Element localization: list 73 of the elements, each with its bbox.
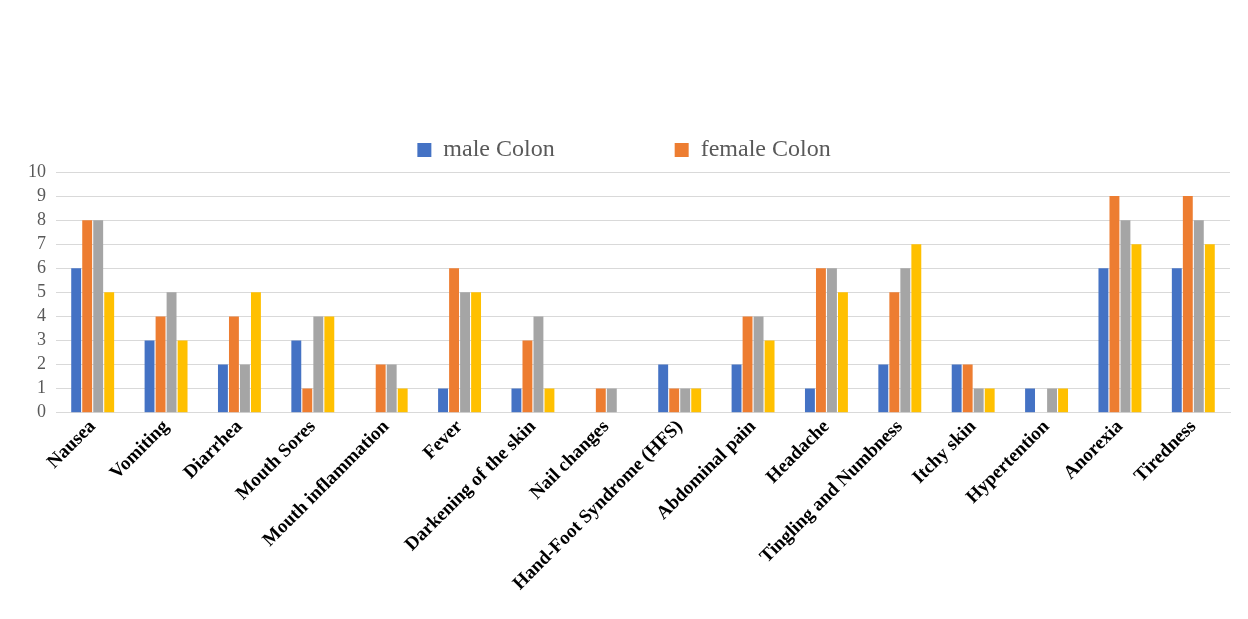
bar [1109, 196, 1120, 413]
bar [302, 388, 313, 413]
y-tick-label: 8 [37, 208, 46, 229]
bar [217, 364, 228, 413]
bar [313, 316, 324, 413]
bar [984, 388, 995, 413]
y-tick-label: 3 [37, 329, 46, 350]
y-tick-label: 2 [37, 353, 46, 374]
bar [1182, 196, 1193, 413]
bar [1120, 220, 1131, 413]
bar [878, 364, 889, 413]
bar [1058, 388, 1069, 413]
bar [438, 388, 449, 413]
y-tick-label: 1 [37, 377, 46, 398]
bar [1098, 268, 1109, 413]
bar [804, 388, 815, 413]
bar [1025, 388, 1036, 413]
y-tick-label: 4 [37, 305, 46, 326]
bar [71, 268, 82, 413]
bar [93, 220, 104, 413]
bar [753, 316, 764, 413]
bar [951, 364, 962, 413]
bar [1131, 244, 1142, 413]
bar [104, 292, 115, 413]
y-tick-label: 10 [28, 160, 46, 181]
bar [595, 388, 606, 413]
bar [82, 220, 93, 413]
bar [691, 388, 702, 413]
bar [511, 388, 522, 413]
bar [155, 316, 166, 413]
y-tick-label: 7 [37, 232, 46, 253]
bar [522, 340, 533, 413]
bar [1193, 220, 1204, 413]
y-tick-label: 0 [37, 401, 46, 422]
bar [324, 316, 335, 413]
bar [228, 316, 239, 413]
bar [973, 388, 984, 413]
bar [826, 268, 837, 413]
bar [742, 316, 753, 413]
bar [1204, 244, 1215, 413]
bar [900, 268, 911, 413]
bar [144, 340, 155, 413]
bar [166, 292, 177, 413]
bar [680, 388, 691, 413]
bar [815, 268, 826, 413]
bar [889, 292, 900, 413]
bar [460, 292, 471, 413]
bar [764, 340, 775, 413]
bar [239, 364, 250, 413]
bar [658, 364, 669, 413]
bar [606, 388, 617, 413]
bar [837, 292, 848, 413]
y-tick-label: 6 [37, 257, 46, 277]
bar [962, 364, 973, 413]
bar [449, 268, 460, 413]
bar [1047, 388, 1058, 413]
bar [911, 244, 922, 413]
bar [386, 364, 397, 413]
bar [1171, 268, 1182, 413]
bar [291, 340, 302, 413]
bar [471, 292, 482, 413]
legend-label: male Colon [443, 135, 555, 162]
bar [533, 316, 544, 413]
legend-label: female Colon [700, 135, 831, 162]
y-tick-label: 5 [37, 281, 46, 302]
y-tick-label: 9 [37, 184, 46, 205]
bar [375, 364, 386, 413]
bar [544, 388, 555, 413]
bar [669, 388, 680, 413]
bar [731, 364, 742, 413]
bar [397, 388, 408, 413]
bar [250, 292, 261, 413]
bar [177, 340, 188, 413]
